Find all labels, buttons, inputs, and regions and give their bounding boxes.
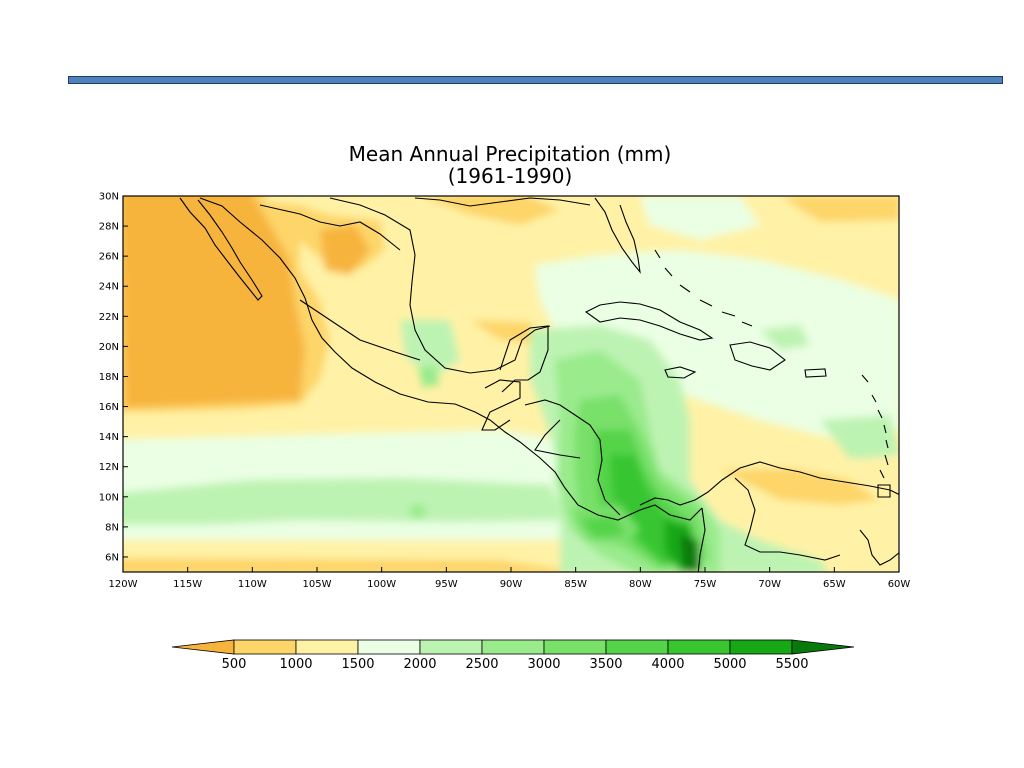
colorbar-swatch (419, 639, 483, 655)
colorbar-swatch (667, 639, 731, 655)
colorbar-label: 5000 (713, 657, 746, 672)
lon-tick-label: 90W (500, 579, 523, 590)
lat-tick-label: 16N (99, 402, 119, 413)
lon-tick-label: 75W (694, 579, 717, 590)
lon-tick-label: 105W (303, 579, 332, 590)
top-divider-bar (68, 76, 1003, 84)
lon-tick-label: 110W (238, 579, 267, 590)
lat-tick-label: 30N (99, 192, 119, 203)
colorbar-swatch (295, 639, 359, 655)
colorbar-swatch (233, 639, 297, 655)
lon-tick-label: 100W (367, 579, 396, 590)
lon-tick-label: 60W (888, 579, 911, 590)
chart-title: Mean Annual Precipitation (mm) (1961-199… (250, 143, 770, 187)
lat-tick-label: 26N (99, 252, 119, 263)
colorbar-swatch (481, 639, 545, 655)
lon-tick-label: 65W (823, 579, 846, 590)
lat-tick-label: 8N (105, 522, 119, 533)
lat-tick-label: 20N (99, 342, 119, 353)
colorbar-swatch (357, 639, 421, 655)
colorbar-right-arrow (791, 639, 855, 655)
lat-tick-label: 22N (99, 312, 119, 323)
lat-tick-label: 18N (99, 372, 119, 383)
colorbar-swatch (605, 639, 669, 655)
precipitation-colorbar: 500 1000 1500 2000 2500 3000 3500 4000 5000 5500 (171, 639, 855, 672)
lon-tick-label: 115W (173, 579, 202, 590)
colorbar-label: 2500 (465, 657, 498, 672)
lon-tick-label: 80W (629, 579, 652, 590)
lon-tick-label: 95W (435, 579, 458, 590)
chart-title-line2: (1961-1990) (447, 164, 573, 188)
colorbar-label: 3500 (589, 657, 622, 672)
longitude-axis: 120W 115W 110W 105W 100W 95W 90W 85W 80W 75W 70W 65… (109, 567, 911, 590)
colorbar-label: 500 (222, 657, 247, 672)
lat-tick-label: 10N (99, 492, 119, 503)
colorbar-label: 4000 (651, 657, 684, 672)
colorbar-label: 2000 (403, 657, 436, 672)
lat-tick-label: 14N (99, 432, 119, 443)
colorbar-swatch (543, 639, 607, 655)
lon-tick-label: 120W (109, 579, 138, 590)
colorbar-label: 5500 (775, 657, 808, 672)
lat-tick-label: 6N (105, 552, 119, 563)
latitude-axis: 30N 28N 26N 24N 22N 20N 18N 16N 14N 12N 10N 8N 6N (99, 192, 128, 563)
coastlines (179, 197, 899, 572)
precipitation-field (123, 196, 899, 572)
colorbar-left-arrow (171, 639, 235, 655)
colorbar-label: 3000 (527, 657, 560, 672)
chart-title-line1: Mean Annual Precipitation (mm) (348, 142, 672, 166)
lat-tick-label: 24N (99, 282, 119, 293)
lon-tick-label: 85W (564, 579, 587, 590)
lon-tick-label: 70W (758, 579, 781, 590)
colorbar-swatch (729, 639, 793, 655)
lat-tick-label: 12N (99, 462, 119, 473)
colorbar-label: 1000 (279, 657, 312, 672)
colorbar-label: 1500 (341, 657, 374, 672)
lat-tick-label: 28N (99, 222, 119, 233)
